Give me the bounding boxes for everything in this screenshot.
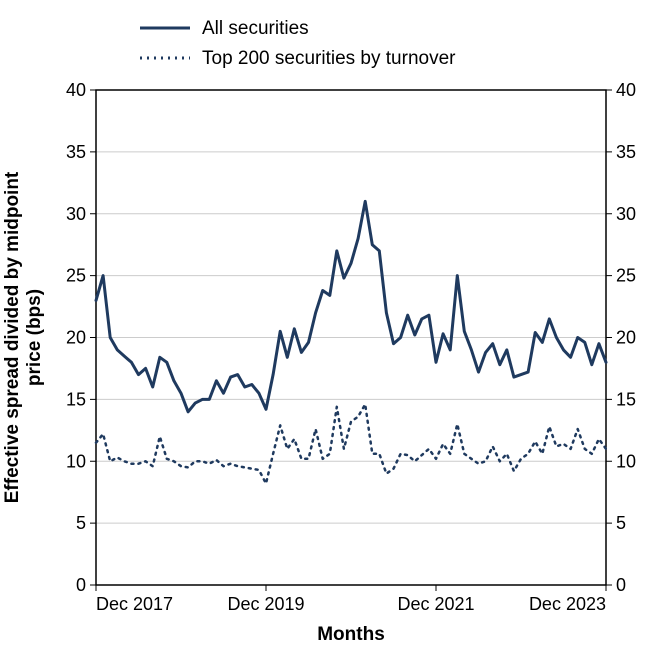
svg-text:Dec 2019: Dec 2019	[227, 594, 304, 614]
svg-text:25: 25	[66, 266, 86, 286]
svg-text:30: 30	[616, 204, 636, 224]
svg-text:10: 10	[66, 451, 86, 471]
svg-text:25: 25	[616, 266, 636, 286]
svg-text:5: 5	[76, 513, 86, 533]
svg-text:15: 15	[616, 389, 636, 409]
svg-text:40: 40	[616, 80, 636, 100]
svg-text:35: 35	[66, 142, 86, 162]
svg-text:5: 5	[616, 513, 626, 533]
legend-label-all: All securities	[202, 18, 309, 39]
chart-svg: 0 0 5 5 10 10 15 15 20 20 25 25 30 30 35 35 40 40 Dec 2017…	[0, 0, 656, 669]
svg-text:Dec 2017: Dec 2017	[96, 594, 173, 614]
svg-text:Dec 2021: Dec 2021	[397, 594, 474, 614]
svg-text:35: 35	[616, 142, 636, 162]
svg-text:40: 40	[66, 80, 86, 100]
svg-text:0: 0	[76, 575, 86, 595]
svg-text:20: 20	[616, 328, 636, 348]
svg-text:Dec 2023: Dec 2023	[529, 594, 606, 614]
svg-text:0: 0	[616, 575, 626, 595]
legend-label-top200: Top 200 securities by turnover	[202, 48, 456, 69]
svg-text:10: 10	[616, 451, 636, 471]
svg-text:20: 20	[66, 328, 86, 348]
svg-text:15: 15	[66, 389, 86, 409]
svg-text:30: 30	[66, 204, 86, 224]
svg-text:Months: Months	[317, 624, 385, 645]
spread-chart: 0 0 5 5 10 10 15 15 20 20 25 25 30 30 35 35 40 40 Dec 2017…	[0, 0, 656, 669]
